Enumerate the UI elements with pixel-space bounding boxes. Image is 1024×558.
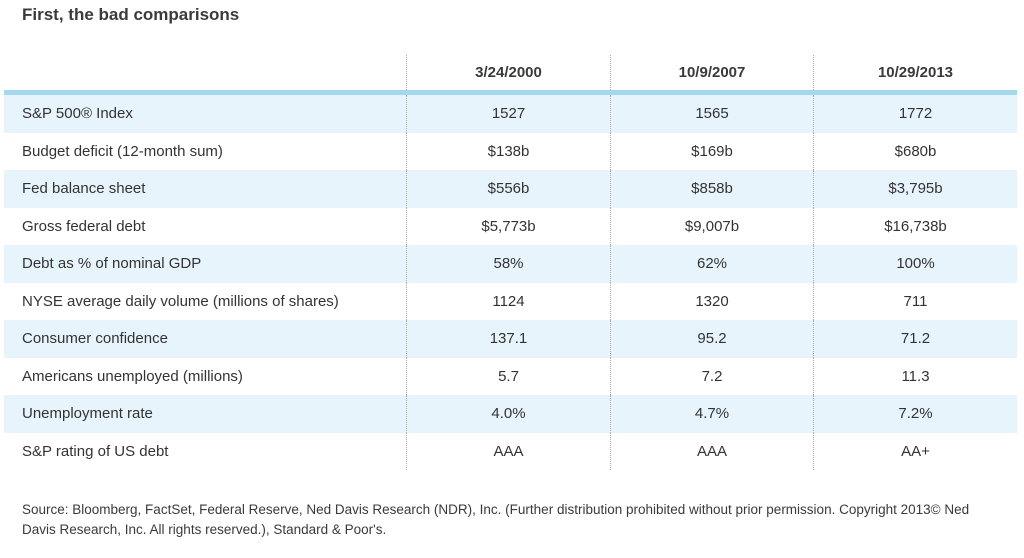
table-row: Budget deficit (12-month sum) $138b $169…: [4, 132, 1017, 170]
row-label: Consumer confidence: [22, 330, 168, 348]
source-note: Source: Bloomberg, FactSet, Federal Rese…: [22, 502, 970, 538]
row-label: Budget deficit (12-month sum): [22, 142, 223, 160]
cell-value: 58%: [406, 245, 610, 283]
cell-value: 1565: [610, 95, 813, 133]
cell-value: $858b: [610, 170, 813, 208]
cell-value: 7.2: [610, 357, 813, 395]
table-row: NYSE average daily volume (millions of s…: [4, 282, 1017, 320]
cell-value: 62%: [610, 245, 813, 283]
comparison-table: 3/24/2000 10/9/2007 10/29/2013 S&P 500® …: [4, 55, 1017, 470]
header-spacer: [4, 55, 406, 90]
cell-value: $680b: [813, 132, 1017, 170]
table-body: S&P 500® Index 1527 1565 1772 Budget def…: [4, 95, 1017, 470]
cell-value: $138b: [406, 132, 610, 170]
table-row: Consumer confidence 137.1 95.2 71.2: [4, 320, 1017, 358]
row-label: Americans unemployed (millions): [22, 367, 243, 385]
cell-value: 4.7%: [610, 395, 813, 433]
row-label: NYSE average daily volume (millions of s…: [22, 292, 339, 310]
table-row: Americans unemployed (millions) 5.7 7.2 …: [4, 357, 1017, 395]
cell-value: 1124: [406, 282, 610, 320]
cell-value: $169b: [610, 132, 813, 170]
cell-value: 11.3: [813, 357, 1017, 395]
row-label: Unemployment rate: [22, 405, 153, 423]
table-row: Debt as % of nominal GDP 58% 62% 100%: [4, 245, 1017, 283]
cell-value: 5.7: [406, 357, 610, 395]
row-label: S&P rating of US debt: [22, 442, 169, 460]
cell-value: 95.2: [610, 320, 813, 358]
table-row: S&P 500® Index 1527 1565 1772: [4, 95, 1017, 133]
table-row: S&P rating of US debt AAA AAA AA+: [4, 432, 1017, 470]
column-header-3: 10/29/2013: [813, 55, 1017, 90]
cell-value: 711: [813, 282, 1017, 320]
cell-value: 100%: [813, 245, 1017, 283]
table-row: Gross federal debt $5,773b $9,007b $16,7…: [4, 207, 1017, 245]
row-label: Debt as % of nominal GDP: [22, 255, 202, 273]
row-label: Fed balance sheet: [22, 180, 146, 198]
cell-value: $556b: [406, 170, 610, 208]
cell-value: $9,007b: [610, 207, 813, 245]
table-row: Fed balance sheet $556b $858b $3,795b: [4, 170, 1017, 208]
cell-value: $3,795b: [813, 170, 1017, 208]
cell-value: AA+: [813, 432, 1017, 470]
cell-value: 71.2: [813, 320, 1017, 358]
table-header-row: 3/24/2000 10/9/2007 10/29/2013: [4, 55, 1017, 90]
column-header-2: 10/9/2007: [610, 55, 813, 90]
cell-value: 1527: [406, 95, 610, 133]
cell-value: AAA: [610, 432, 813, 470]
cell-value: 1320: [610, 282, 813, 320]
accent-line: [4, 90, 1017, 95]
row-label: S&P 500® Index: [22, 105, 133, 123]
cell-value: $5,773b: [406, 207, 610, 245]
row-label: Gross federal debt: [22, 217, 146, 235]
column-header-1: 3/24/2000: [406, 55, 610, 90]
cell-value: 7.2%: [813, 395, 1017, 433]
cell-value: AAA: [406, 432, 610, 470]
cell-value: 1772: [813, 95, 1017, 133]
cell-value: 4.0%: [406, 395, 610, 433]
cell-value: $16,738b: [813, 207, 1017, 245]
page-title: First, the bad comparisons: [22, 5, 240, 24]
table-row: Unemployment rate 4.0% 4.7% 7.2%: [4, 395, 1017, 433]
cell-value: 137.1: [406, 320, 610, 358]
